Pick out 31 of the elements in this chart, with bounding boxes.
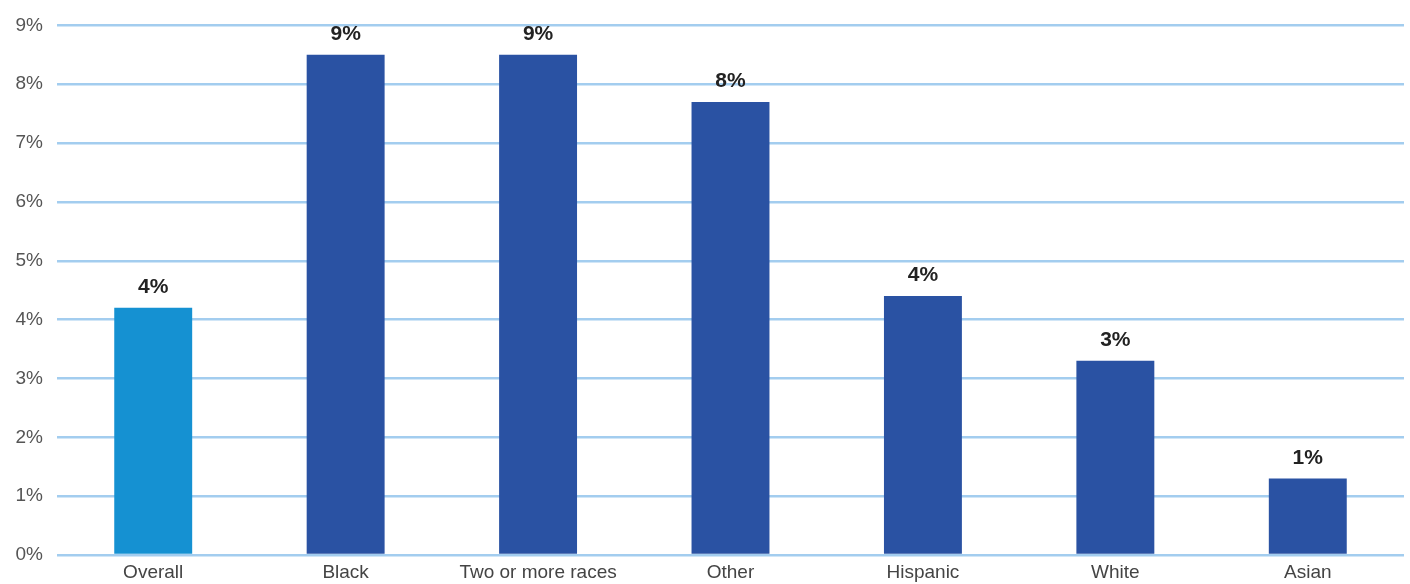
- y-tick-label: 3%: [15, 366, 44, 388]
- x-tick-label: Hispanic: [886, 560, 960, 582]
- y-tick-label: 4%: [15, 307, 44, 329]
- y-tick-label: 7%: [15, 131, 44, 153]
- y-tick-label: 5%: [15, 249, 44, 271]
- y-tick-label: 6%: [15, 190, 44, 212]
- data-label: 9%: [330, 20, 362, 44]
- x-tick-label: Black: [322, 560, 370, 582]
- y-tick-label: 9%: [15, 13, 44, 35]
- data-label: 4%: [138, 273, 169, 297]
- x-tick-label: Other: [706, 560, 755, 582]
- data-label: 3%: [1100, 326, 1131, 350]
- bar: [499, 54, 578, 554]
- y-tick-label: 1%: [15, 484, 44, 506]
- data-label: 1%: [1292, 444, 1324, 468]
- bar: [1268, 478, 1347, 554]
- bar: [691, 101, 770, 554]
- x-tick-label: Overall: [123, 560, 184, 582]
- x-tick-label: White: [1091, 560, 1140, 582]
- x-tick-label: Asian: [1284, 560, 1332, 582]
- y-tick-label: 8%: [15, 72, 44, 94]
- bar: [114, 307, 193, 554]
- bar: [883, 296, 962, 554]
- data-label: 8%: [715, 67, 746, 91]
- y-tick-label: 2%: [15, 425, 44, 447]
- data-label: 4%: [907, 262, 939, 286]
- data-label: 9%: [522, 20, 554, 44]
- bar: [1076, 360, 1155, 554]
- x-tick-label: Two or more races: [459, 560, 617, 582]
- bar: [306, 54, 385, 554]
- y-tick-label: 0%: [15, 543, 44, 565]
